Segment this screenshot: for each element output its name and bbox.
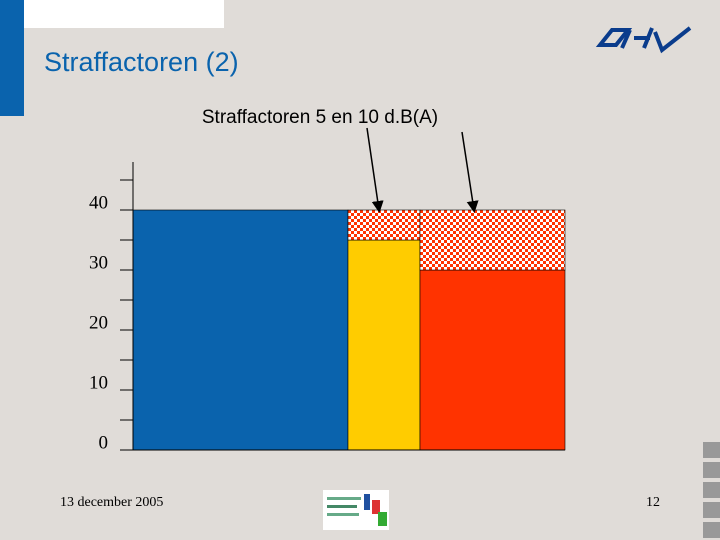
- accent-box: [24, 0, 224, 28]
- bar: [347, 239, 421, 451]
- y-tick-label: 40: [89, 192, 108, 213]
- arrow: [366, 127, 384, 213]
- corner-decoration: [703, 442, 720, 538]
- y-tick-label: 10: [89, 372, 108, 393]
- y-tick-label: 0: [99, 432, 109, 453]
- msg-logo: [323, 490, 389, 530]
- chart: 0 10 20 30 40: [89, 162, 566, 453]
- logo: [595, 26, 692, 54]
- bar: [132, 209, 349, 451]
- arrow: [461, 131, 479, 213]
- y-tick-label: 30: [89, 252, 108, 273]
- bar: [419, 209, 566, 271]
- y-tick-label: 20: [89, 312, 108, 333]
- footer-date: 13 december 2005: [60, 495, 163, 510]
- slide-title: Straffactoren (2): [44, 47, 239, 77]
- accent-bar: [0, 0, 24, 116]
- page-number: 12: [646, 495, 660, 510]
- bar: [419, 269, 566, 451]
- chart-title: Straffactoren 5 en 10 d.B(A): [202, 107, 438, 128]
- bar: [347, 209, 421, 241]
